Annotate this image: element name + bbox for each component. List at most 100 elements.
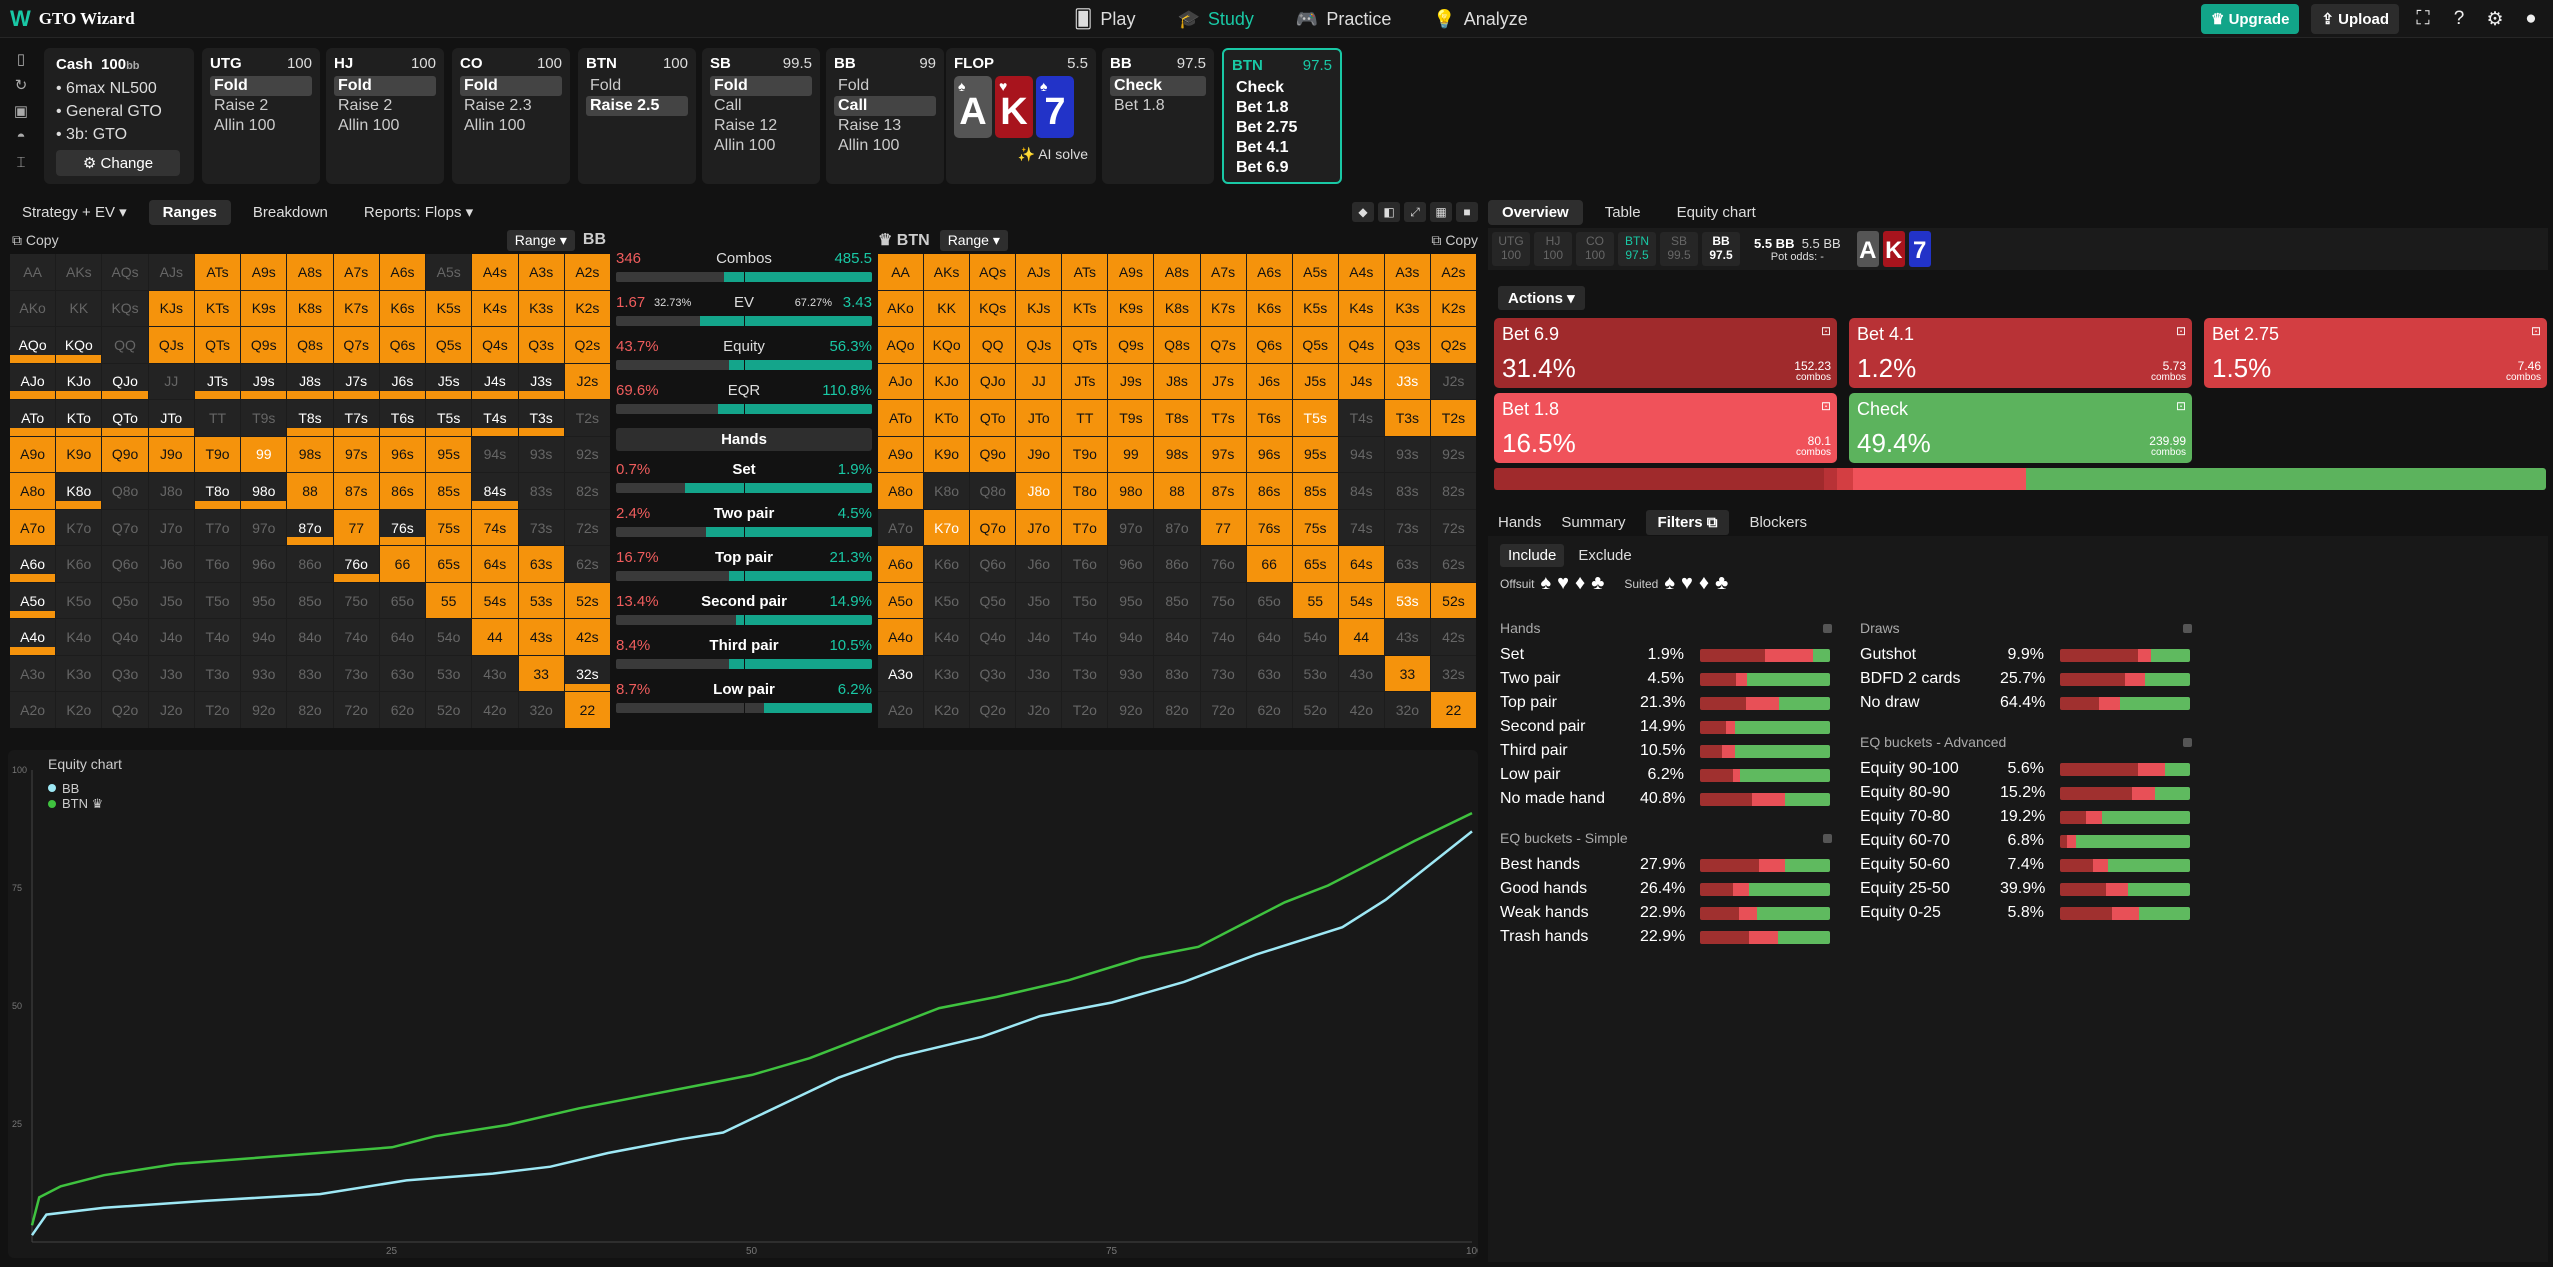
hand-cell[interactable]: KK xyxy=(56,290,102,327)
hand-cell[interactable]: 65o xyxy=(379,582,426,619)
hand-cell[interactable]: 73s xyxy=(1384,509,1430,546)
hand-cell[interactable]: 32o xyxy=(1384,692,1430,728)
btn-range-dropdown[interactable]: Range ▾ xyxy=(939,229,1008,251)
action-box-bet-2-75[interactable]: Bet 2.75 1.5% 7.46 combos ⊡ xyxy=(2204,318,2547,388)
hand-cell[interactable]: AJs xyxy=(1016,254,1062,290)
hand-cell[interactable]: 54o xyxy=(426,619,472,655)
hand-cell[interactable]: 96o xyxy=(241,546,287,582)
hand-cell[interactable]: T9o xyxy=(194,436,241,473)
hand-cell[interactable]: 43s xyxy=(518,619,564,655)
actions-dropdown[interactable]: Actions ▾ xyxy=(1498,286,1585,310)
hand-cell[interactable]: J6s xyxy=(1246,363,1292,400)
hand-cell[interactable]: K6s xyxy=(1246,290,1292,327)
hand-cell[interactable]: Q6o xyxy=(970,546,1016,582)
hand-cell[interactable]: 64o xyxy=(379,619,426,655)
hand-cell[interactable]: 83s xyxy=(518,473,564,509)
hand-cell[interactable]: 84o xyxy=(1154,619,1200,655)
btn-flop-action-card[interactable]: BTN 97.5 Check Bet 1.8 Bet 2.75 Bet 4.1 Bet 6.… xyxy=(1222,48,1342,184)
hand-cell[interactable]: 83o xyxy=(1154,655,1200,692)
hand-cell[interactable]: 96o xyxy=(1108,546,1154,582)
controller-icon[interactable]: ◓ xyxy=(16,128,26,145)
suited-diamond-icon[interactable]: ♦ xyxy=(1698,572,1710,594)
hand-cell[interactable]: K9s xyxy=(1108,290,1154,327)
hand-cell[interactable]: AJs xyxy=(148,254,194,290)
hand-cell[interactable]: Q2o xyxy=(970,692,1016,728)
filter-row[interactable]: Low pair 6.2% xyxy=(1500,764,1840,788)
hand-cell[interactable]: 98s xyxy=(1154,436,1200,473)
hand-cell[interactable]: 54s xyxy=(472,582,518,619)
hand-cell[interactable]: 62s xyxy=(564,546,610,582)
hand-cell[interactable]: A2s xyxy=(1430,254,1476,290)
hand-cell[interactable]: Q8o xyxy=(970,473,1016,509)
hand-cell[interactable]: J9o xyxy=(1016,436,1062,473)
hand-cell[interactable]: 86o xyxy=(287,546,333,582)
hand-cell[interactable]: 64s xyxy=(472,546,518,582)
hand-cell[interactable]: Q5o xyxy=(970,582,1016,619)
hand-cell[interactable]: J6o xyxy=(148,546,194,582)
hand-cell[interactable]: J2s xyxy=(1430,363,1476,400)
action-option[interactable]: Allin 100 xyxy=(838,137,900,154)
hand-cell[interactable]: T6o xyxy=(194,546,241,582)
hand-cell[interactable]: 88 xyxy=(287,473,333,509)
hand-cell[interactable]: QTs xyxy=(194,327,241,363)
expand-icon[interactable]: ⊡ xyxy=(2530,324,2541,338)
hand-cell[interactable]: 73o xyxy=(1200,655,1246,692)
hand-cell[interactable]: J5o xyxy=(1016,582,1062,619)
hand-cell[interactable]: T7s xyxy=(1200,400,1246,436)
hand-cell[interactable]: A9o xyxy=(10,436,56,473)
hand-cell[interactable]: J4s xyxy=(472,363,518,400)
hand-cell[interactable]: T8o xyxy=(1062,473,1108,509)
hand-cell[interactable]: KK xyxy=(924,290,970,327)
tab-ranges[interactable]: Ranges xyxy=(148,199,231,225)
hand-cell[interactable]: A7s xyxy=(1200,254,1246,290)
nav-play[interactable]: 🂠 Play xyxy=(1060,4,1149,34)
hand-cell[interactable]: 94o xyxy=(241,619,287,655)
hand-cell[interactable]: 87o xyxy=(1154,509,1200,546)
expand-icon[interactable]: ⊡ xyxy=(2175,399,2186,413)
hand-cell[interactable]: A2o xyxy=(878,692,924,728)
hand-cell[interactable]: QTs xyxy=(1062,327,1108,363)
hand-cell[interactable]: 76o xyxy=(333,546,379,582)
hand-cell[interactable]: Q4o xyxy=(970,619,1016,655)
hand-cell[interactable]: KJo xyxy=(56,363,102,400)
action-option[interactable]: Fold xyxy=(210,76,312,96)
hand-cell[interactable]: 63s xyxy=(1384,546,1430,582)
hand-cell[interactable]: K4s xyxy=(1338,290,1384,327)
diamond-icon[interactable]: ♦ xyxy=(1574,572,1586,594)
hand-cell[interactable]: 65s xyxy=(1292,546,1338,582)
hand-cell[interactable]: K7s xyxy=(1200,290,1246,327)
action-option[interactable]: Allin 100 xyxy=(464,117,526,134)
hand-cell[interactable]: ATs xyxy=(1062,254,1108,290)
hand-cell[interactable]: 32s xyxy=(564,655,610,692)
view-split-icon[interactable]: ◧ xyxy=(1378,202,1400,222)
hand-cell[interactable]: A9s xyxy=(1108,254,1154,290)
hand-cell[interactable]: 54o xyxy=(1292,619,1338,655)
hand-cell[interactable]: AQs xyxy=(102,254,148,290)
hand-cell[interactable]: T7s xyxy=(333,400,379,436)
logo[interactable]: W GTO Wizard xyxy=(10,6,135,32)
upload-button[interactable]: ⇪ Upload xyxy=(2311,4,2399,34)
hand-cell[interactable]: A2o xyxy=(10,692,56,728)
hand-cell[interactable]: AQo xyxy=(878,327,924,363)
hand-cell[interactable]: J8s xyxy=(287,363,333,400)
hand-cell[interactable]: 66 xyxy=(1246,546,1292,582)
hand-cell[interactable]: JTs xyxy=(1062,363,1108,400)
hand-cell[interactable]: 98s xyxy=(287,436,333,473)
hand-cell[interactable]: 74s xyxy=(472,509,518,546)
hand-cell[interactable]: K5o xyxy=(924,582,970,619)
action-box-bet-6-9[interactable]: Bet 6.9 31.4% 152.23 combos ⊡ xyxy=(1494,318,1837,388)
action-option[interactable]: Raise 12 xyxy=(714,117,778,134)
hand-cell[interactable]: 82o xyxy=(287,692,333,728)
hand-cell[interactable]: 54s xyxy=(1338,582,1384,619)
hand-cell[interactable]: 72s xyxy=(564,509,610,546)
hand-cell[interactable]: Q9o xyxy=(970,436,1016,473)
hand-cell[interactable]: K7o xyxy=(56,509,102,546)
hand-cell[interactable]: QTo xyxy=(970,400,1016,436)
hand-cell[interactable]: 97o xyxy=(241,509,287,546)
hand-cell[interactable]: K6s xyxy=(379,290,426,327)
hand-cell[interactable]: T8s xyxy=(287,400,333,436)
hand-cell[interactable]: KJs xyxy=(1016,290,1062,327)
hand-cell[interactable]: Q7o xyxy=(102,509,148,546)
hand-cell[interactable]: Q3o xyxy=(970,655,1016,692)
hand-cell[interactable]: KQo xyxy=(56,327,102,363)
